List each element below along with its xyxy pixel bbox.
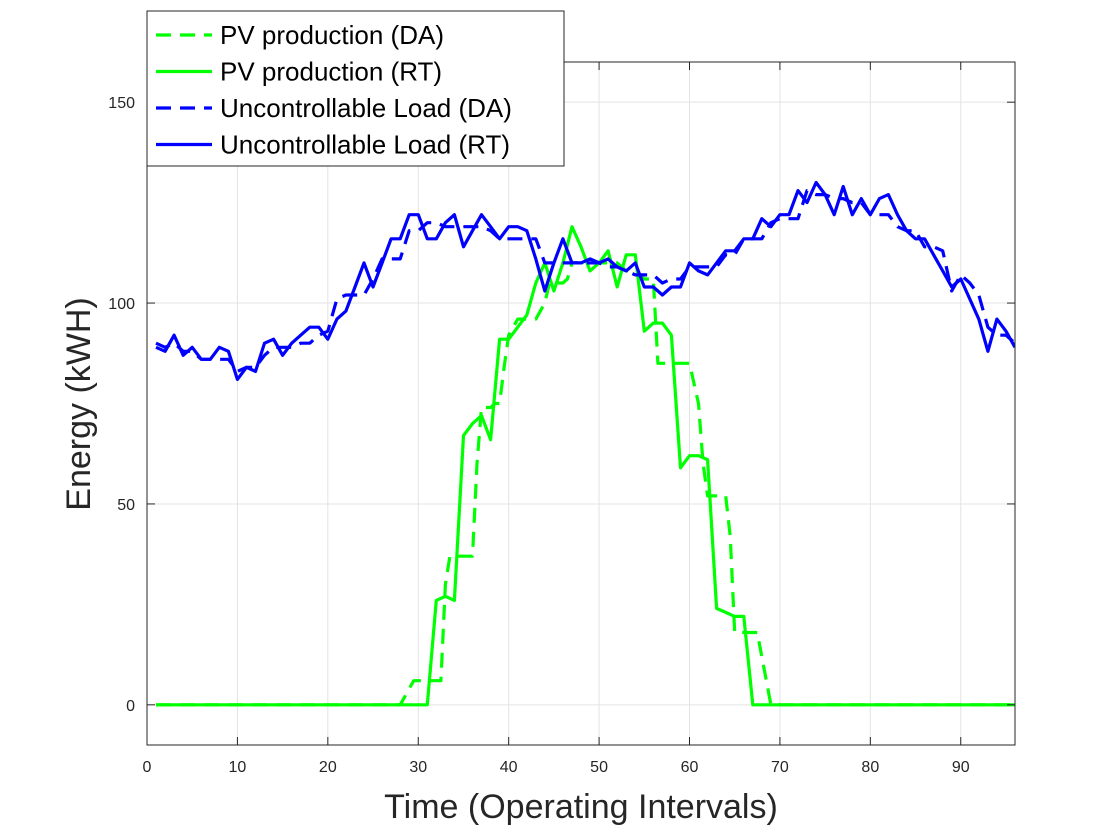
y-tick-label: 50 xyxy=(117,497,135,514)
x-tick-label: 0 xyxy=(143,759,152,776)
y-axis-title: Energy (kWH) xyxy=(60,297,98,510)
x-tick-label: 30 xyxy=(409,759,427,776)
y-tick-label: 100 xyxy=(108,296,135,313)
x-tick-label: 10 xyxy=(229,759,247,776)
x-tick-label: 20 xyxy=(319,759,337,776)
legend-label-3: Uncontrollable Load (DA) xyxy=(220,93,512,123)
legend-label-4: Uncontrollable Load (RT) xyxy=(220,130,510,160)
series-lines xyxy=(155,180,1015,707)
x-tick-label: 60 xyxy=(681,759,699,776)
x-axis-title: Time (Operating Intervals) xyxy=(384,788,778,826)
x-tick-label: 70 xyxy=(771,759,789,776)
legend-label-1: PV production (DA) xyxy=(220,20,444,50)
legend: PV production (DA) PV production (RT) Unco… xyxy=(146,10,565,167)
legend-label-2: PV production (RT) xyxy=(220,57,442,87)
x-tick-label: 80 xyxy=(861,759,879,776)
y-tick-label: 0 xyxy=(126,698,135,715)
series-line-4 xyxy=(155,180,1015,381)
x-tick-label: 40 xyxy=(500,759,518,776)
series-line-2 xyxy=(156,225,1015,707)
x-tick-label: 90 xyxy=(952,759,970,776)
x-tick-label: 50 xyxy=(590,759,608,776)
plot-frame xyxy=(146,61,1016,746)
axis-ticks: 0 10 20 30 40 50 60 70 80 90 0 50 100 150 xyxy=(108,62,1015,776)
legend-box xyxy=(146,10,565,167)
y-tick-label: 150 xyxy=(108,95,135,112)
